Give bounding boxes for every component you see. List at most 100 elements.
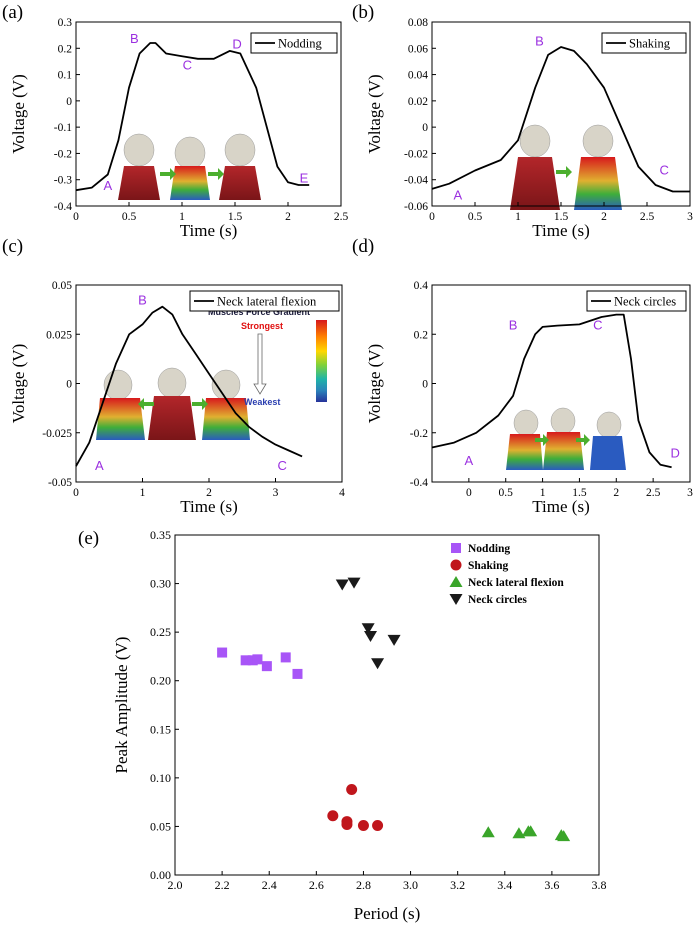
point-neck-circles bbox=[371, 658, 385, 670]
panel-label-a: (a) bbox=[2, 2, 23, 23]
legend-marker-shaking bbox=[450, 559, 462, 571]
point-shaking bbox=[346, 784, 358, 796]
legend-label: Neck circles bbox=[614, 295, 676, 309]
series-line-b bbox=[431, 46, 690, 193]
point-shaking bbox=[327, 810, 339, 822]
point-nodding bbox=[240, 655, 251, 666]
x-tick-label: 0.5 bbox=[122, 211, 137, 223]
y-tick-label: 0.10 bbox=[150, 771, 171, 785]
panel-b: (b) bbox=[352, 2, 622, 210]
legend-box bbox=[250, 32, 338, 54]
point-label-a: A bbox=[95, 458, 104, 473]
x-tick-label: 1.5 bbox=[572, 487, 587, 499]
y-tick-label: -0.4 bbox=[410, 477, 428, 489]
panel-e: (e) bbox=[78, 528, 99, 549]
x-tick-label: 3 bbox=[273, 487, 279, 499]
x-tick-label: 0 bbox=[73, 211, 79, 223]
point-label-c: C bbox=[660, 162, 669, 177]
point-label-b: B bbox=[138, 293, 147, 308]
y-tick-label: -0.4 bbox=[54, 201, 72, 213]
gradient-colorbar bbox=[316, 320, 327, 402]
point-label-d: D bbox=[671, 445, 680, 460]
legend-b: Shaking bbox=[601, 32, 687, 54]
x-tick-label: 3 bbox=[687, 487, 693, 499]
point-label-c: C bbox=[183, 57, 192, 72]
y-tick-label: 0.06 bbox=[408, 43, 428, 55]
y-tick-label: 0.1 bbox=[58, 70, 73, 82]
torso-figures-b bbox=[510, 124, 622, 210]
y-tick-label: 0.02 bbox=[408, 96, 428, 108]
x-tick-label: 1 bbox=[515, 211, 521, 223]
point-neck-lateral-flexion bbox=[512, 827, 526, 839]
y-axis-label: Voltage (V) bbox=[365, 344, 384, 423]
y-axis-label: Voltage (V) bbox=[9, 344, 28, 423]
legend-c: Neck lateral flexion bbox=[189, 290, 340, 312]
y-tick-label: 0.05 bbox=[52, 280, 72, 292]
chart-e: 2.0 2.2 2.4 2.6 2.8 3.0 3.2 3.4 3.6 3.8 0.00 0.05 0.… bbox=[112, 528, 607, 923]
y-tick-label: -0.2 bbox=[410, 428, 428, 440]
torso-figures-a bbox=[118, 133, 261, 200]
point-nodding bbox=[261, 661, 272, 672]
series-line-d bbox=[431, 313, 672, 469]
point-label-a: A bbox=[465, 453, 474, 468]
x-tick-label: 0 bbox=[429, 211, 435, 223]
x-tick-label: 0 bbox=[466, 487, 472, 499]
point-neck-lateral-flexion bbox=[481, 826, 495, 838]
y-axis-label: Peak Amplitude (V) bbox=[112, 637, 131, 774]
panel-d: (d) bbox=[352, 236, 626, 470]
x-axis-label: Time (s) bbox=[180, 221, 237, 240]
series-line-a bbox=[75, 42, 310, 192]
x-tick-label: 2 bbox=[601, 211, 607, 223]
x-tick-label: 2.6 bbox=[309, 878, 324, 892]
point-label-a: A bbox=[103, 178, 112, 193]
y-tick-label: 0.025 bbox=[46, 329, 72, 341]
y-tick-label: 0.04 bbox=[408, 70, 428, 82]
point-neck-circles bbox=[387, 634, 401, 646]
chart-b: 0 0.5 1 1.5 2 2.5 3 -0.06 -0.04 -0.02 0 0.02 0.04 0.0… bbox=[365, 17, 693, 240]
legend-label: Neck circles bbox=[468, 594, 527, 606]
panel-c: (c) Muscles Force Gradient Strongest Wea… bbox=[2, 236, 327, 440]
legend-label: Nodding bbox=[468, 543, 510, 555]
y-tick-label: 0.2 bbox=[414, 329, 429, 341]
x-tick-label: 3 bbox=[687, 211, 693, 223]
legend-marker-nodding bbox=[451, 543, 461, 553]
point-label-b: B bbox=[130, 31, 139, 46]
point-shaking bbox=[372, 819, 384, 831]
x-tick-label: 1 bbox=[140, 487, 146, 499]
y-tick-label: 0 bbox=[422, 379, 428, 391]
legend-label: Shaking bbox=[468, 560, 509, 572]
x-tick-label: 3.2 bbox=[450, 878, 465, 892]
legend-box bbox=[586, 290, 687, 312]
y-axis-label: Voltage (V) bbox=[9, 74, 28, 153]
x-tick-label: 0.5 bbox=[468, 211, 483, 223]
x-tick-label: 1 bbox=[179, 211, 185, 223]
panel-label-d: (d) bbox=[352, 236, 374, 257]
y-tick-label: -0.05 bbox=[48, 477, 72, 489]
legend-box bbox=[601, 32, 687, 54]
x-tick-label: 2.2 bbox=[215, 878, 230, 892]
y-tick-label: 0.25 bbox=[150, 625, 171, 639]
x-tick-label: 3.6 bbox=[544, 878, 559, 892]
x-axis-label: Period (s) bbox=[354, 904, 421, 923]
legend-label: Nodding bbox=[278, 37, 323, 51]
x-tick-label: 4 bbox=[339, 487, 345, 499]
x-tick-label: 3.4 bbox=[497, 878, 512, 892]
x-tick-label: 2.8 bbox=[356, 878, 371, 892]
plot-frame-a bbox=[75, 21, 342, 207]
x-tick-label: 2 bbox=[613, 487, 619, 499]
x-tick-label: 1.5 bbox=[554, 211, 569, 223]
y-tick-label: 0 bbox=[66, 96, 72, 108]
legend-a: Nodding bbox=[250, 32, 338, 54]
gradient-title: Muscles Force Gradient bbox=[208, 307, 310, 317]
legend-marker-circles bbox=[449, 594, 463, 605]
gradient-weakest-label: Weakest bbox=[244, 397, 280, 407]
x-tick-label: 2.5 bbox=[646, 487, 661, 499]
y-tick-label: -0.04 bbox=[404, 175, 428, 187]
y-tick-label: -0.2 bbox=[54, 148, 72, 160]
point-label-b: B bbox=[535, 34, 544, 49]
y-tick-label: -0.02 bbox=[404, 148, 428, 160]
gradient-strongest-label: Strongest bbox=[241, 321, 283, 331]
x-axis-label: Time (s) bbox=[180, 497, 237, 516]
y-tick-label: 0.05 bbox=[150, 819, 171, 833]
